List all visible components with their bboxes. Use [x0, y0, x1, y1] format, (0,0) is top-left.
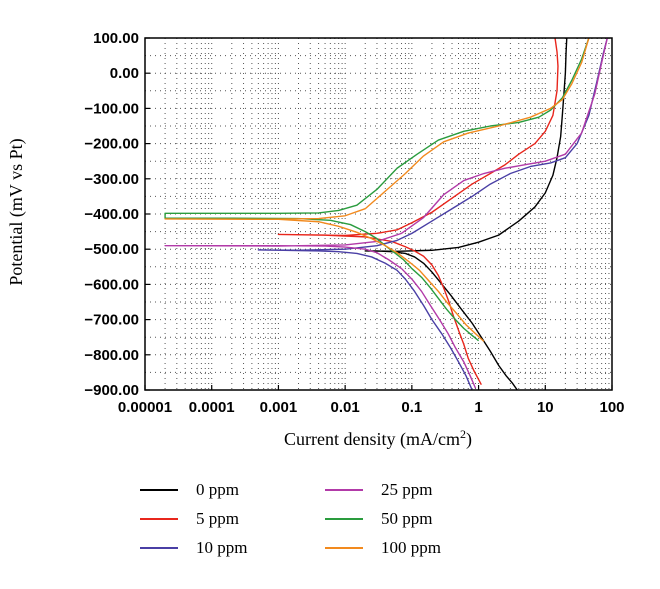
legend-item: 10 ppm	[140, 538, 247, 558]
x-tick-label: 0.001	[260, 399, 298, 416]
x-tick-label: 0.1	[401, 399, 422, 416]
series-line-50-ppm	[164, 37, 590, 342]
legend-label: 100 ppm	[381, 538, 441, 557]
x-tick-label: 0.00001	[118, 399, 172, 416]
x-tick-label: 1	[474, 399, 482, 416]
legend: 0 ppm 5 ppm 10 ppm 25 ppm 50 ppm 100 ppm	[140, 480, 560, 570]
y-tick-label: 100.00	[93, 30, 139, 47]
y-tick-label: −700.00	[84, 312, 139, 329]
x-tick-label: 0.01	[331, 399, 360, 416]
y-tick-label: −800.00	[84, 347, 139, 364]
legend-label: 10 ppm	[196, 538, 248, 557]
y-tick-label: 0.00	[110, 65, 139, 82]
y-tick-label: −100.00	[84, 100, 139, 117]
legend-swatch	[325, 518, 363, 520]
legend-swatch	[140, 518, 178, 520]
y-tick-label: −200.00	[84, 136, 139, 153]
series-line-0-ppm	[364, 37, 568, 391]
y-axis-title: Potential (mV vs Pt)	[6, 138, 27, 285]
legend-label: 0 ppm	[196, 480, 239, 499]
x-axis-title: Current density (mA/cm2)	[284, 427, 472, 450]
y-axis: 100.00 0.00 −100.00 −200.00 −300.00 −400.00 −5…	[84, 30, 150, 399]
legend-label: 5 ppm	[196, 509, 239, 528]
x-tick-label: 0.0001	[189, 399, 235, 416]
series-line-10-ppm	[257, 37, 608, 391]
series-line-100-ppm	[164, 37, 590, 342]
legend-item: 50 ppm	[325, 509, 432, 529]
legend-item: 25 ppm	[325, 480, 432, 500]
y-tick-label: −500.00	[84, 241, 139, 258]
legend-label: 25 ppm	[381, 480, 433, 499]
legend-swatch	[325, 547, 363, 549]
legend-item: 5 ppm	[140, 509, 239, 529]
legend-item: 0 ppm	[140, 480, 239, 500]
series-line-5-ppm	[277, 37, 559, 386]
x-axis: 0.00001 0.0001 0.001 0.01 0.1 1 10 100	[118, 385, 625, 416]
x-tick-label: 100	[599, 399, 624, 416]
series-layer	[164, 37, 608, 391]
y-tick-label: −900.00	[84, 382, 139, 399]
y-tick-label: −300.00	[84, 171, 139, 188]
y-tick-label: −400.00	[84, 206, 139, 223]
legend-label: 50 ppm	[381, 509, 433, 528]
legend-item: 100 ppm	[325, 538, 441, 558]
legend-swatch	[325, 489, 363, 491]
y-tick-label: −600.00	[84, 276, 139, 293]
legend-swatch	[140, 489, 178, 491]
series-line-25-ppm	[164, 37, 608, 389]
legend-swatch	[140, 547, 178, 549]
x-tick-label: 10	[537, 399, 554, 416]
